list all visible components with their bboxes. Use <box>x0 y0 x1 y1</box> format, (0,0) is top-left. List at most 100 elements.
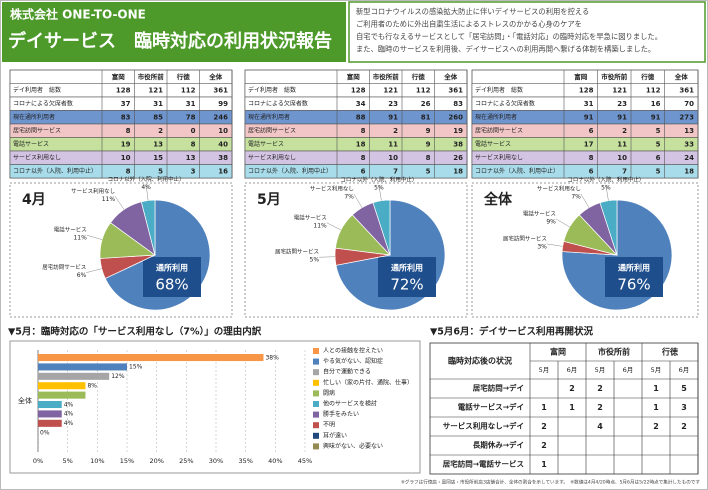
column-header: 市役所前 <box>373 72 400 81</box>
cell-value: 361 <box>448 86 463 94</box>
cell-value: 9 <box>426 140 431 148</box>
cell-value: 5 <box>426 167 431 175</box>
legend-label: 人との接触を控えたい <box>323 347 383 355</box>
cell-value: 128 <box>116 86 131 94</box>
status-frame <box>429 342 699 475</box>
cell-value: 6 <box>589 167 594 175</box>
pie-category: 通所利用 <box>391 263 423 273</box>
cell-value: 11 <box>388 140 398 148</box>
cell-value: 8 <box>589 154 594 162</box>
column-header: 全体 <box>208 72 223 81</box>
description-line: 自宅でも行なえるサービスとして「居宅訪問」・「電話対応」の臨時対応を早急に図りま… <box>356 32 662 41</box>
cell-value: 10 <box>617 154 627 162</box>
description-line: また、臨時のサービスを利用後、デイサービスへの利用再開へ繋げる体制を構築しました… <box>356 45 655 54</box>
bar-value-label: 38% <box>265 354 279 361</box>
row-label: デイ利用者 総数 <box>248 86 296 94</box>
status-cell: 1 <box>653 403 659 412</box>
pie-category: 電話サービス <box>54 226 87 234</box>
cell-value: 2 <box>393 127 398 135</box>
cell-value: 78 <box>186 113 196 121</box>
cell-value: 17 <box>584 140 594 148</box>
pie-category: 居宅訪問サービス <box>503 234 547 242</box>
pie-category: サービス利用なし <box>537 184 581 192</box>
cell-value: 11 <box>617 140 627 148</box>
legend-swatch <box>313 422 319 429</box>
status-row-label: 長期休み→デイ <box>473 440 524 450</box>
cell-value: 85 <box>153 113 163 121</box>
status-month: 6月 <box>679 366 690 374</box>
cell-value: 34 <box>356 100 366 108</box>
cell-value: 8 <box>426 154 431 162</box>
description-box <box>348 1 706 63</box>
cell-value: 128 <box>579 86 594 94</box>
cell-value: 33 <box>684 140 694 148</box>
cell-value: 3 <box>191 167 196 175</box>
row-label: 電話サービス <box>475 140 511 148</box>
bar-value-label: 4% <box>64 411 74 418</box>
leader-line <box>378 184 382 201</box>
status-row-label: サービス利用なし→デイ <box>443 421 524 431</box>
description-line: 新型コロナウイルスの感染拡大防止に伴いデイサービスの利用を控える <box>356 7 589 16</box>
cell-value: 8 <box>361 154 366 162</box>
pie-category: 電話サービス <box>523 209 556 217</box>
row-label: 居宅訪問サービス <box>13 126 61 134</box>
leader-line <box>546 243 563 247</box>
pie-category: コロナ以外（入院、利用中止） <box>340 175 417 183</box>
cell-value: 6 <box>361 167 366 175</box>
x-tick-label: 20% <box>149 457 163 465</box>
footnote: ※グラフは行徳店・富岡店・市役所前店3店舗合計、全体の割合を示しています。 ※数… <box>401 479 700 486</box>
column-header: 全体 <box>674 72 689 81</box>
row-label: デイ利用者 総数 <box>475 86 523 94</box>
status-cell: 2 <box>597 384 603 393</box>
status-column: 行徳 <box>661 347 678 357</box>
cell-value: 91 <box>388 113 398 121</box>
status-cell: 2 <box>569 384 575 393</box>
legend-label: 耳が遠い <box>323 431 347 439</box>
legend-swatch <box>313 443 319 450</box>
pie-value-label: 11% <box>313 222 327 229</box>
cell-value: 112 <box>181 86 196 94</box>
leader-line <box>145 184 149 201</box>
pie-title: 5月 <box>257 192 281 208</box>
bar <box>38 354 264 362</box>
status-row-label: 居宅訪問→電話サービス <box>443 459 524 469</box>
pie-value-label: 68% <box>155 276 188 294</box>
cell-value: 19 <box>453 127 463 135</box>
pie-value-label: 11% <box>73 235 87 242</box>
bar-value-label: 15% <box>129 364 143 371</box>
cell-value: 246 <box>213 113 228 121</box>
status-row-label: 電話サービス→デイ <box>458 402 524 412</box>
cell-value: 5 <box>656 140 661 148</box>
legend-label: やる気がない、認知症 <box>323 357 383 365</box>
category-label: 全体 <box>18 396 32 405</box>
pie-value-label: 7% <box>571 193 581 200</box>
cell-value: 81 <box>421 113 431 121</box>
cell-value: 121 <box>383 86 398 94</box>
cell-value: 40 <box>218 140 228 148</box>
pie-category: サービス利用なし <box>310 184 354 192</box>
cell-value: 38 <box>218 154 228 162</box>
cell-value: 112 <box>416 86 431 94</box>
pie-title: 4月 <box>22 192 46 208</box>
row-label: コロナ以外（入院、利用中止） <box>475 167 559 175</box>
row-label: サービス利用なし <box>248 153 296 161</box>
legend-swatch <box>313 358 319 365</box>
cell-value: 18 <box>453 167 463 175</box>
cell-value: 16 <box>218 167 228 175</box>
legend-label: 他のサービスを検討 <box>323 400 377 408</box>
bar <box>38 410 62 418</box>
legend-swatch <box>313 411 319 418</box>
legend-label: 闘病 <box>323 389 335 397</box>
status-cell: 1 <box>569 403 575 412</box>
column-header: 市役所前 <box>138 72 165 81</box>
status-cell: 2 <box>541 422 547 431</box>
pie-value-label: 5% <box>310 257 320 264</box>
cell-value: 99 <box>218 100 228 108</box>
cell-value: 16 <box>651 100 661 108</box>
cell-value: 37 <box>121 100 131 108</box>
pie-title: 全体 <box>483 191 513 208</box>
pie-value-label: 7% <box>344 193 354 200</box>
pie-value-label: 3% <box>537 243 547 250</box>
section-title: ▼5月：臨時対応の「サービス利用なし（7%）」の理由内訳 <box>8 326 262 338</box>
pie-category: 通所利用 <box>618 263 650 273</box>
